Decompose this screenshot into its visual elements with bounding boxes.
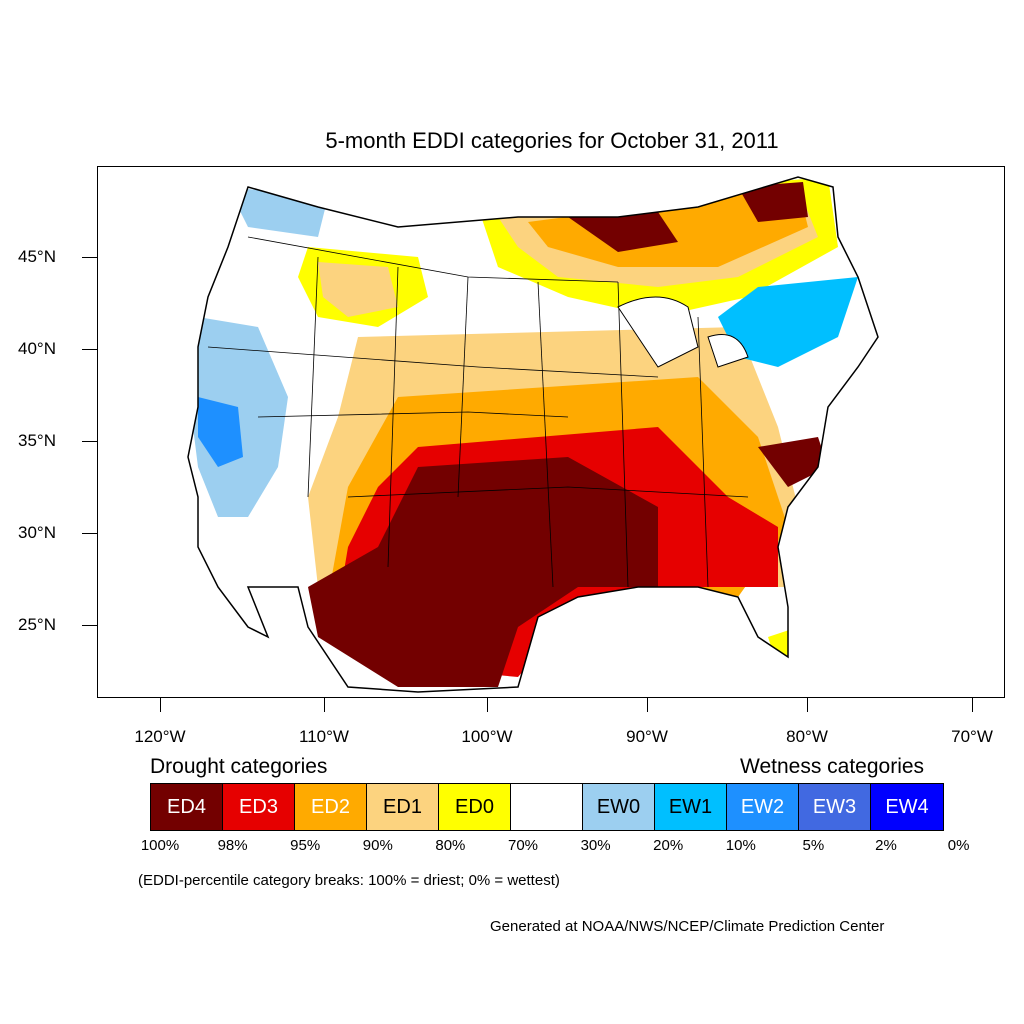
percentile-label: 10%: [725, 837, 756, 854]
lon-label: 90°W: [626, 727, 668, 746]
percentile-label: 80%: [435, 837, 466, 854]
drought-categories-heading: Drought categories: [150, 755, 328, 778]
legend-category-ew2: EW2: [727, 784, 799, 830]
percentile-label: 100%: [140, 837, 180, 854]
percentile-label: 30%: [580, 837, 611, 854]
lat-tick: [82, 349, 97, 350]
lon-label: 100°W: [461, 727, 513, 746]
lon-tick: [647, 697, 648, 712]
percentile-label: 0%: [947, 837, 970, 854]
legend-category-ed0: ED0: [439, 784, 511, 830]
category-note: (EDDI-percentile category breaks: 100% =…: [138, 872, 560, 889]
legend-category-ew1: EW1: [655, 784, 727, 830]
lat-label: 25°N: [18, 615, 56, 634]
percentile-label: 90%: [362, 837, 393, 854]
lon-label: 80°W: [786, 727, 828, 746]
percentile-label: 20%: [653, 837, 684, 854]
legend-category-normal: [511, 784, 583, 830]
lat-label: 45°N: [18, 247, 56, 266]
legend-category-ed2: ED2: [295, 784, 367, 830]
lon-tick: [324, 697, 325, 712]
percentile-label: 2%: [875, 837, 897, 854]
wetness-categories-heading: Wetness categories: [740, 755, 925, 778]
legend-category-ew4: EW4: [871, 784, 943, 830]
eddi-map: [97, 166, 1005, 698]
lon-tick: [807, 697, 808, 712]
percentile-label: 98%: [217, 837, 248, 854]
lon-label: 70°W: [951, 727, 993, 746]
lat-tick: [82, 257, 97, 258]
percentile-label: 95%: [290, 837, 321, 854]
lat-label: 30°N: [18, 523, 56, 542]
lat-label: 40°N: [18, 339, 56, 358]
lon-label: 120°W: [134, 727, 186, 746]
legend-category-ed3: ED3: [223, 784, 295, 830]
percentile-label: 70%: [507, 837, 539, 854]
lon-tick: [487, 697, 488, 712]
lat-tick: [82, 441, 97, 442]
map-title: 5-month EDDI categories for October 31, …: [325, 128, 779, 153]
lat-label: 35°N: [18, 431, 56, 450]
legend-category-ew0: EW0: [583, 784, 655, 830]
legend-category-ed4: ED4: [151, 784, 223, 830]
credit-line: Generated at NOAA/NWS/NCEP/Climate Predi…: [490, 918, 885, 935]
percentile-label: 5%: [802, 837, 825, 854]
lon-label: 110°W: [299, 727, 349, 746]
map-canvas: [187, 176, 879, 693]
lat-tick: [82, 625, 97, 626]
legend-category-ew3: EW3: [799, 784, 871, 830]
lat-tick: [82, 533, 97, 534]
legend-category-ed1: ED1: [367, 784, 439, 830]
category-legend: ED4 ED3 ED2 ED1 ED0 EW0 EW1 EW2 EW3 EW4: [150, 783, 944, 831]
lon-tick: [972, 697, 973, 712]
lon-tick: [160, 697, 161, 712]
